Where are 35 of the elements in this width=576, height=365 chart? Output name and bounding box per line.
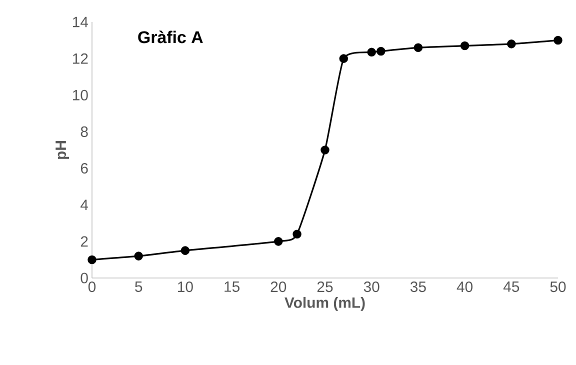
x-tick-label: 40 xyxy=(456,282,473,292)
x-tick-label: 35 xyxy=(410,282,426,292)
x-tick-label: 15 xyxy=(224,282,240,292)
y-tick-label: 0 xyxy=(80,272,88,284)
x-tick-label: 25 xyxy=(317,282,333,292)
point xyxy=(460,41,470,50)
x-tick-label: 50 xyxy=(550,282,566,292)
point xyxy=(367,48,376,57)
point xyxy=(88,255,96,264)
point xyxy=(320,146,330,154)
y-tick-label: 2 xyxy=(80,236,88,247)
x-tick-label: 45 xyxy=(503,282,520,292)
y-axis-title: pH xyxy=(56,141,70,159)
x-tick-label: 10 xyxy=(178,282,193,292)
point xyxy=(414,43,423,52)
y-tick-label: 6 xyxy=(80,162,88,174)
point xyxy=(274,237,283,246)
point xyxy=(507,40,516,48)
point xyxy=(292,230,302,238)
point xyxy=(180,246,190,255)
y-tick-label: 14 xyxy=(73,16,88,28)
y-tick-label: 10 xyxy=(73,90,88,100)
y-tick-label: 12 xyxy=(73,53,88,64)
point xyxy=(376,46,386,56)
x-tick-label: 20 xyxy=(270,282,286,292)
chart-title: Gràfic A xyxy=(138,30,203,44)
point xyxy=(134,252,143,260)
point xyxy=(339,54,348,63)
x-tick-label: 0 xyxy=(88,282,96,292)
x-tick-label: 30 xyxy=(364,282,380,292)
point xyxy=(554,36,562,45)
y-tick-label: 8 xyxy=(80,126,88,137)
y-tick-label: 4 xyxy=(80,200,88,210)
x-axis-title: Volum (mL) xyxy=(284,296,365,311)
x-tick-label: 5 xyxy=(135,282,142,292)
